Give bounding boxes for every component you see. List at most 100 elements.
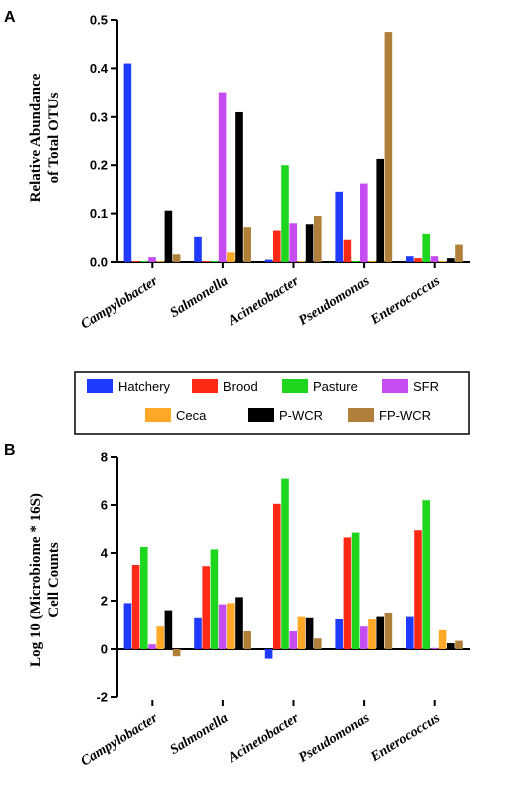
panel-b-ylabel-line1: Log 10 (Microbiome * 16S)	[28, 493, 44, 667]
bar-fp-wcr-enterococcus	[455, 244, 463, 262]
bar-brood-salmonella	[202, 261, 210, 262]
y-tick-label: 0.5	[90, 13, 108, 28]
bar-ceca-campylobacter	[156, 626, 164, 649]
bar-hatchery-salmonella	[194, 617, 202, 649]
bar-fp-wcr-campylobacter	[172, 649, 181, 657]
bar-pasture-campylobacter	[140, 261, 148, 262]
y-tick-label: -2	[96, 690, 108, 705]
y-tick-label: 0.2	[90, 158, 108, 173]
legend-label-ceca: Ceca	[176, 408, 207, 423]
y-tick-label: 8	[101, 450, 108, 465]
bar-brood-campylobacter	[131, 261, 140, 262]
bar-ceca-salmonella	[227, 603, 235, 649]
bar-p-wcr-enterococcus	[447, 258, 455, 262]
x-category-label: Pseudomonas	[296, 710, 372, 765]
bar-hatchery-campylobacter	[123, 603, 132, 649]
legend-label-brood: Brood	[223, 379, 258, 394]
bar-p-wcr-pseudomonas	[376, 158, 384, 262]
bar-sfr-enterococcus	[430, 647, 439, 649]
x-category-label: Pseudomonas	[296, 273, 372, 328]
x-category-label: Salmonella	[168, 711, 231, 758]
y-tick-label: 0.0	[90, 255, 108, 270]
bar-pasture-salmonella	[210, 261, 219, 262]
legend-swatch-ceca	[145, 408, 171, 422]
legend-swatch-p-wcr	[248, 408, 274, 422]
legend-swatch-sfr	[382, 379, 408, 393]
bar-sfr-pseudomonas	[360, 626, 368, 649]
x-category-label: Enterococcus	[367, 710, 443, 765]
x-category-label: Campylobacter	[79, 710, 161, 769]
bar-hatchery-acinetobacter	[264, 259, 273, 262]
bar-hatchery-acinetobacter	[264, 649, 273, 659]
bar-hatchery-campylobacter	[123, 63, 132, 263]
x-category-label: Acinetobacter	[225, 710, 302, 766]
panel-a-letter: A	[4, 9, 16, 26]
legend-swatch-hatchery	[87, 379, 113, 393]
bar-fp-wcr-acinetobacter	[314, 638, 322, 649]
bar-fp-wcr-salmonella	[243, 631, 251, 649]
legend-swatch-brood	[192, 379, 218, 393]
bar-sfr-acinetobacter	[289, 223, 297, 262]
legend-label-hatchery: Hatchery	[118, 379, 171, 394]
bar-p-wcr-campylobacter	[164, 210, 173, 262]
bar-pasture-enterococcus	[422, 500, 430, 649]
legend-frame	[74, 371, 470, 435]
bar-pasture-salmonella	[210, 549, 219, 649]
bar-pasture-acinetobacter	[281, 165, 289, 262]
y-tick-label: 6	[101, 498, 108, 513]
bar-sfr-enterococcus	[430, 256, 439, 262]
bar-hatchery-pseudomonas	[335, 619, 343, 649]
bar-pasture-pseudomonas	[351, 261, 360, 262]
y-tick-label: 2	[101, 594, 108, 609]
bar-brood-campylobacter	[131, 565, 140, 649]
bar-p-wcr-salmonella	[235, 597, 243, 649]
y-tick-label: 0.3	[90, 109, 108, 124]
bar-brood-salmonella	[202, 566, 210, 649]
bar-sfr-pseudomonas	[360, 183, 368, 262]
legend-label-pasture: Pasture	[313, 379, 358, 394]
bar-sfr-campylobacter	[148, 644, 156, 649]
bar-sfr-salmonella	[218, 92, 227, 262]
y-tick-label: 4	[101, 546, 109, 561]
bar-hatchery-pseudomonas	[335, 191, 343, 262]
panel-a-ylabel-line2: of Total OTUs	[46, 92, 62, 183]
bar-brood-enterococcus	[414, 530, 422, 649]
bar-p-wcr-acinetobacter	[305, 224, 314, 262]
bar-ceca-acinetobacter	[297, 616, 306, 649]
bar-pasture-acinetobacter	[281, 478, 289, 649]
bar-brood-acinetobacter	[273, 230, 281, 262]
bar-pasture-pseudomonas	[351, 532, 360, 649]
legend-label-fp-wcr: FP-WCR	[379, 408, 431, 423]
bar-p-wcr-salmonella	[235, 111, 243, 263]
bar-hatchery-salmonella	[194, 236, 202, 262]
bar-hatchery-enterococcus	[406, 256, 414, 262]
bar-fp-wcr-pseudomonas	[384, 613, 393, 649]
x-category-label: Campylobacter	[79, 273, 161, 332]
bar-p-wcr-pseudomonas	[376, 616, 384, 649]
bar-sfr-salmonella	[218, 604, 227, 649]
bar-fp-wcr-campylobacter	[172, 254, 181, 262]
y-tick-label: 0.4	[90, 61, 109, 76]
legend: Hatchery Brood Pasture SFR Ceca P-WCR FP-WCR	[74, 371, 470, 435]
bar-ceca-pseudomonas	[368, 619, 376, 649]
bar-brood-pseudomonas	[343, 537, 352, 649]
legend-swatch-fp-wcr	[348, 408, 374, 422]
legend-label-p-wcr: P-WCR	[279, 408, 323, 423]
bar-brood-acinetobacter	[273, 503, 281, 649]
panel-a-chart: 0.0 0.1 0.2 0.3 0.4 0.5 Campylobacter Salmonell…	[79, 13, 470, 333]
x-category-label: Enterococcus	[367, 273, 443, 328]
bar-ceca-campylobacter	[156, 261, 164, 262]
bar-ceca-enterococcus	[438, 629, 447, 649]
bar-p-wcr-enterococcus	[447, 643, 455, 649]
panel-b-letter: B	[4, 442, 16, 459]
bar-pasture-enterococcus	[422, 233, 430, 262]
bar-fp-wcr-acinetobacter	[314, 216, 322, 262]
panel-b-chart: -2 0 2 4 6 8 Campylobacter SalmonellaAcinetobac…	[79, 450, 470, 770]
y-tick-label: 0.1	[90, 206, 108, 221]
bar-p-wcr-acinetobacter	[305, 617, 314, 649]
bar-sfr-acinetobacter	[289, 631, 297, 649]
bar-p-wcr-campylobacter	[164, 610, 173, 649]
panel-b-ylabel-line2: Cell Counts	[46, 542, 62, 618]
bar-ceca-pseudomonas	[368, 261, 376, 262]
